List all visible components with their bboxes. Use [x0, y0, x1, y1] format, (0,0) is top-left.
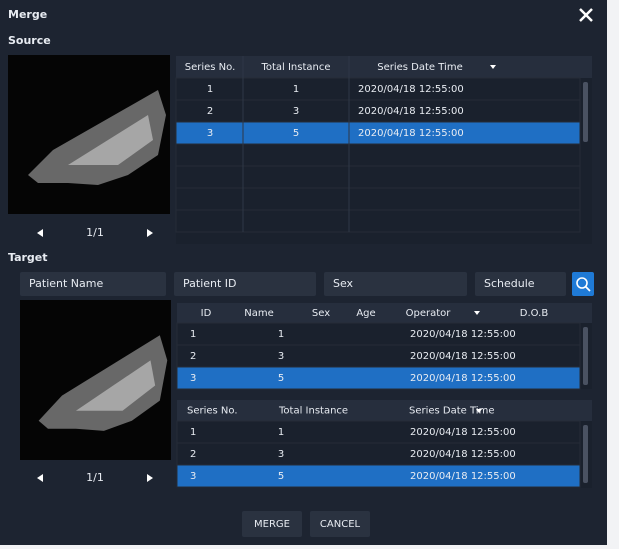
search-field[interactable] [174, 272, 316, 296]
table-cell: 2020/04/18 12:55:00 [358, 128, 464, 139]
column-header: Sex [312, 308, 330, 319]
button-label: MERGE [254, 519, 290, 530]
column-header: Total Instance [260, 62, 330, 73]
scrollbar [583, 82, 588, 142]
table-cell: 3 [190, 471, 196, 482]
column-header: D.O.B [520, 308, 549, 319]
xray-skull [38, 335, 168, 431]
xray-skull [28, 90, 166, 185]
table-cell: 2 [207, 106, 213, 117]
table-cell: 2020/04/18 12:55:00 [410, 351, 516, 362]
field-label: Patient Name [29, 277, 103, 290]
action-button[interactable] [242, 511, 302, 537]
selected-row[interactable] [176, 366, 581, 390]
column-header: Age [356, 308, 375, 319]
column-header: Series Date Time [409, 406, 494, 417]
page-indicator: 1/1 [86, 471, 104, 484]
table-row[interactable] [176, 420, 581, 444]
page-indicator: 1/1 [86, 226, 104, 239]
field-label: Schedule [484, 277, 535, 290]
table-cell: 1 [278, 329, 284, 340]
table-cell: 1 [293, 84, 299, 95]
table-row[interactable] [176, 322, 581, 346]
column-header: Series Date Time [377, 62, 462, 73]
column-header: Series No. [187, 406, 238, 417]
table-row [175, 165, 581, 189]
button-label: CANCEL [320, 519, 361, 530]
table-cell: 2020/04/18 12:55:00 [358, 106, 464, 117]
section-label: Source [8, 34, 51, 47]
sort-icon[interactable] [490, 65, 496, 69]
table-cell: 2020/04/18 12:55:00 [410, 373, 516, 384]
column-header: ID [201, 308, 212, 319]
prev-page[interactable] [37, 229, 43, 237]
table-cell: 5 [278, 471, 284, 482]
table-cell: 2020/04/18 12:55:00 [358, 84, 464, 95]
column-header: Operator [406, 308, 452, 319]
table-cell: 3 [278, 351, 284, 362]
prev-page[interactable] [37, 474, 43, 482]
table-cell: 2 [190, 351, 196, 362]
table-cell: 1 [278, 427, 284, 438]
table-cell: 3 [293, 106, 299, 117]
table-cell: 1 [190, 329, 196, 340]
table-row[interactable] [176, 344, 581, 368]
column-header: Total Instance [278, 406, 348, 417]
table-cell: 2 [190, 449, 196, 460]
search-field[interactable] [20, 272, 166, 296]
table-cell: 3 [278, 449, 284, 460]
field-label: Sex [333, 277, 354, 290]
table-cell: 2020/04/18 12:55:00 [410, 449, 516, 460]
selected-row[interactable] [176, 464, 581, 488]
sort-icon[interactable] [474, 311, 480, 315]
scrollbar [583, 425, 588, 483]
scrollbar [583, 327, 588, 385]
table-cell: 1 [207, 84, 213, 95]
search-field[interactable] [475, 272, 566, 296]
table-cell: 3 [190, 373, 196, 384]
xray-skull [68, 115, 153, 165]
next-page[interactable] [147, 229, 153, 237]
table-cell: 5 [278, 373, 284, 384]
column-header: Name [244, 308, 274, 319]
dialog-title: Merge [8, 8, 47, 21]
table-cell: 3 [207, 128, 213, 139]
xray-skull [75, 360, 156, 411]
search-icon [576, 277, 588, 289]
sort-icon[interactable] [476, 409, 482, 413]
table-row[interactable] [176, 442, 581, 466]
action-button[interactable] [310, 511, 370, 537]
next-page[interactable] [147, 474, 153, 482]
table-row [175, 143, 581, 167]
table-header [177, 303, 592, 323]
table-row [175, 187, 581, 211]
field-label: Patient ID [183, 277, 237, 290]
table-cell: 2020/04/18 12:55:00 [410, 471, 516, 482]
search-icon [585, 286, 591, 292]
table-cell: 1 [190, 427, 196, 438]
search-field[interactable] [324, 272, 467, 296]
table-header [176, 56, 592, 78]
section-label: Target [8, 251, 48, 264]
search-button[interactable] [572, 272, 594, 296]
table-cell: 5 [293, 128, 299, 139]
close-button[interactable] [579, 8, 593, 22]
table-cell: 2020/04/18 12:55:00 [410, 329, 516, 340]
column-header: Series No. [185, 62, 236, 73]
table-row [175, 209, 581, 233]
table-cell: 2020/04/18 12:55:00 [410, 427, 516, 438]
table-header [177, 400, 592, 421]
